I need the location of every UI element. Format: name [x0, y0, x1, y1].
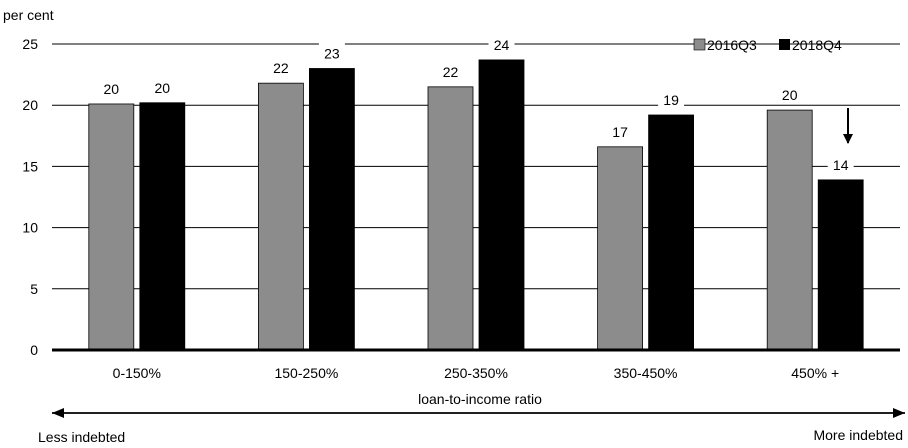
data-label-bg [267, 57, 294, 78]
less-indebted-label: Less indebted [38, 429, 125, 445]
bar-2016q3-4 [766, 109, 813, 351]
data-label-bg [827, 153, 854, 174]
data-label-2018q4-1: 23 [324, 45, 340, 61]
data-label-2018q4-2: 24 [494, 37, 510, 53]
bar-2018q4-0 [139, 102, 186, 351]
y-tick-label: 5 [30, 281, 38, 297]
data-label-bg [776, 84, 803, 105]
data-label-bg [98, 77, 125, 98]
x-category-label: 250-350% [444, 365, 508, 381]
data-label-bg [149, 76, 176, 97]
data-label-2016q3-4: 20 [782, 87, 798, 103]
y-tick-label: 25 [22, 36, 38, 52]
data-label-2016q3-1: 22 [273, 60, 289, 76]
bar-2016q3-1 [257, 82, 304, 351]
x-category-label: 150-250% [274, 365, 338, 381]
data-label-bg [488, 33, 515, 54]
legend: 2016Q3 2018Q4 [693, 37, 842, 53]
y-axis-ticks: 0 5 10 15 20 25 [22, 36, 38, 358]
data-label-bg [607, 120, 634, 141]
data-label-2018q4-0: 20 [155, 80, 171, 96]
bar-2018q4-4 [817, 179, 864, 351]
legend-swatch-2018q4 [779, 39, 790, 50]
y-tick-label: 20 [22, 97, 38, 113]
data-label-2016q3-2: 22 [443, 64, 459, 80]
data-label-bg [437, 60, 464, 81]
y-tick-label: 0 [30, 342, 38, 358]
indebtedness-arrow-left-head [52, 408, 64, 418]
bar-2016q3-3 [597, 146, 643, 351]
data-label-2018q4-3: 19 [663, 92, 679, 108]
y-tick-label: 10 [22, 220, 38, 236]
bars [88, 59, 864, 351]
y-unit-label: per cent [3, 7, 54, 23]
more-indebted-label: More indebted [813, 427, 903, 443]
x-axis-title: loan-to-income ratio [418, 391, 542, 407]
y-tick-label: 15 [22, 158, 38, 174]
data-label-2018q4-4: 14 [833, 157, 849, 173]
x-axis-categories: 0-150% 150-250% 250-350% 350-450% 450% + [113, 365, 839, 381]
legend-label-2018q4: 2018Q4 [792, 37, 842, 53]
x-category-label: 0-150% [113, 365, 161, 381]
gridlines [52, 43, 900, 290]
x-category-label: 350-450% [614, 365, 678, 381]
legend-label-2016q3: 2016Q3 [707, 37, 757, 53]
data-labels: 20 20 22 23 22 24 17 19 20 14 [98, 33, 854, 174]
data-label-2016q3-3: 17 [612, 124, 628, 140]
bar-2016q3-0 [88, 103, 135, 351]
indebtedness-arrow-right-head [893, 408, 905, 418]
bar-2018q4-3 [648, 114, 694, 351]
data-label-2016q3-0: 20 [104, 81, 120, 97]
data-label-bg [658, 88, 685, 109]
bar-2016q3-2 [427, 86, 474, 351]
legend-swatch-2016q3 [693, 38, 706, 51]
data-label-bg [318, 42, 345, 63]
x-category-label: 450% + [791, 365, 839, 381]
bar-2018q4-2 [478, 59, 525, 351]
bar-2018q4-1 [308, 68, 355, 351]
